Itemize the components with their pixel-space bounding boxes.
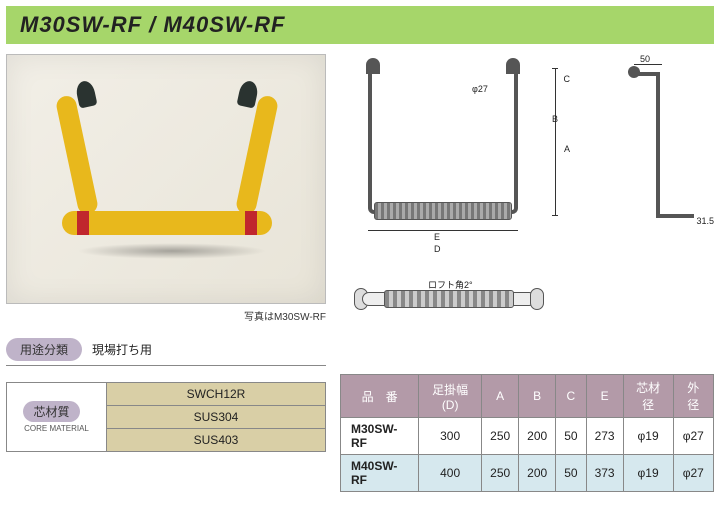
page-title: M30SW-RF / M40SW-RF <box>20 12 700 38</box>
side-view: 50 31.5 <box>610 54 714 264</box>
spec-col: B <box>519 375 556 418</box>
spec-cell: 200 <box>519 455 556 492</box>
spec-col: 品 番 <box>341 375 419 418</box>
spec-cell: 250 <box>482 418 519 455</box>
spec-col: C <box>556 375 586 418</box>
spec-cell: φ19 <box>623 455 673 492</box>
core-material-value: SWCH12R <box>107 383 325 406</box>
product-photo <box>6 54 326 304</box>
spec-cell: 50 <box>556 455 586 492</box>
dim-c: C <box>564 74 571 84</box>
core-material-values: SWCH12R SUS304 SUS403 <box>107 383 325 451</box>
spec-cell: 50 <box>556 418 586 455</box>
core-material-value: SUS304 <box>107 406 325 429</box>
phi-label: φ27 <box>472 84 488 94</box>
photo-column: 写真はM30SW-RF <box>6 54 326 324</box>
spec-col: 芯材径 <box>623 375 673 418</box>
lower-row: 用途分類 現場打ち用 芯材質 CORE MATERIAL SWCH12R SUS… <box>6 338 714 492</box>
core-material-value: SUS403 <box>107 429 325 451</box>
spec-table: 品 番 足掛幅(D) A B C E 芯材径 外径 M30SW-RF 300 2… <box>340 374 714 492</box>
photo-caption: 写真はM30SW-RF <box>6 308 326 323</box>
table-row: M30SW-RF 300 250 200 50 273 φ19 φ27 <box>341 418 714 455</box>
spec-cell: φ19 <box>623 418 673 455</box>
usage-row: 用途分類 現場打ち用 <box>6 338 326 366</box>
dim-50: 50 <box>640 54 650 64</box>
left-tables: 用途分類 現場打ち用 芯材質 CORE MATERIAL SWCH12R SUS… <box>6 338 326 452</box>
dim-e: E <box>434 232 440 242</box>
bottom-view: ロフト角2° <box>344 264 554 318</box>
spec-col: 外径 <box>673 375 713 418</box>
title-bar: M30SW-RF / M40SW-RF <box>6 6 714 44</box>
usage-value: 現場打ち用 <box>92 341 152 358</box>
table-row: M40SW-RF 400 250 200 50 373 φ19 φ27 <box>341 455 714 492</box>
spec-header-row: 品 番 足掛幅(D) A B C E 芯材径 外径 <box>341 375 714 418</box>
core-material-label-cell: 芯材質 CORE MATERIAL <box>7 383 107 451</box>
spec-col: E <box>586 375 623 418</box>
spec-col: A <box>482 375 519 418</box>
spec-cell: 300 <box>419 418 482 455</box>
spec-cell: 200 <box>519 418 556 455</box>
usage-label: 用途分類 <box>6 338 82 361</box>
spec-cell: 400 <box>419 455 482 492</box>
spec-cell: 373 <box>586 455 623 492</box>
dim-d: D <box>434 244 441 254</box>
diagram-area: φ27 A B C E D 50 31.5 ロフト角2° <box>336 54 714 324</box>
front-view: φ27 A B C E D <box>344 54 554 264</box>
step-illustration <box>47 95 287 265</box>
spec-cell: 250 <box>482 455 519 492</box>
core-material-label: 芯材質 <box>23 401 79 422</box>
spec-cell: φ27 <box>673 455 713 492</box>
core-material-table: 芯材質 CORE MATERIAL SWCH12R SUS304 SUS403 <box>6 382 326 452</box>
dim-31: 31.5 <box>696 216 714 226</box>
core-material-sublabel: CORE MATERIAL <box>24 424 89 433</box>
spec-cell: 273 <box>586 418 623 455</box>
upper-row: 写真はM30SW-RF φ27 A B C E D 50 <box>6 54 714 324</box>
spec-col: 足掛幅(D) <box>419 375 482 418</box>
spec-cell: φ27 <box>673 418 713 455</box>
dim-a: A <box>564 144 570 154</box>
dim-b: B <box>552 114 558 124</box>
spec-name: M30SW-RF <box>341 418 419 455</box>
spec-name: M40SW-RF <box>341 455 419 492</box>
